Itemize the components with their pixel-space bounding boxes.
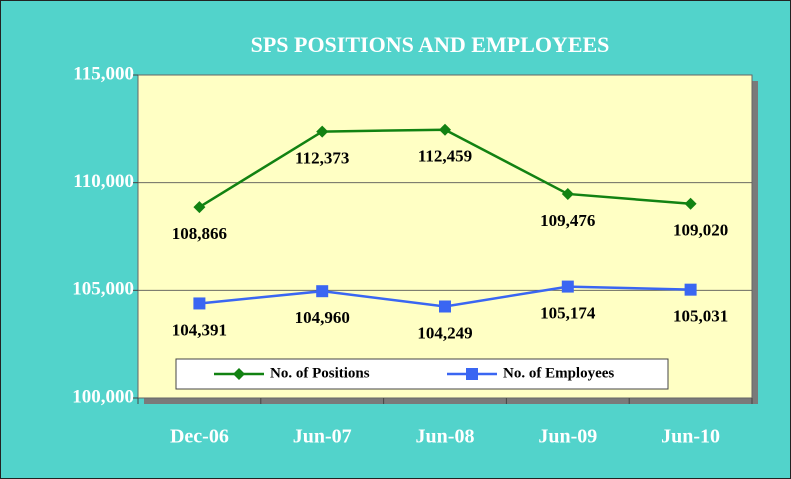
legend-label: No. of Employees (503, 365, 614, 381)
x-tick-label: Jun-10 (661, 426, 720, 448)
marker (684, 197, 697, 210)
marker (233, 368, 245, 380)
x-tick-label: Jun-09 (538, 426, 597, 448)
marker (684, 283, 697, 296)
data-label: 112,373 (295, 148, 349, 167)
data-label: 104,960 (295, 308, 350, 327)
x-tick-label: Dec-06 (170, 426, 229, 448)
data-label: 104,391 (172, 320, 227, 339)
data-label: 109,020 (673, 221, 728, 240)
x-tick-label: Jun-07 (293, 426, 352, 448)
x-tick-label: Jun-08 (416, 426, 475, 448)
data-label: 112,459 (418, 147, 472, 166)
marker (561, 187, 574, 200)
data-label: 108,866 (172, 224, 227, 243)
data-label: 109,476 (540, 211, 595, 230)
marker (439, 123, 451, 136)
marker (316, 125, 329, 138)
marker (466, 368, 478, 380)
legend-label: No. of Positions (270, 365, 370, 381)
data-label: 104,249 (417, 323, 472, 342)
data-label: 105,174 (540, 303, 596, 322)
plot-area (137, 74, 753, 399)
y-tick-label: 110,000 (73, 171, 134, 192)
y-tick-label: 100,000 (72, 386, 134, 407)
data-label: 105,031 (673, 307, 728, 326)
marker (439, 300, 451, 313)
marker (316, 285, 329, 298)
y-tick-label: 115,000 (73, 63, 134, 84)
marker (193, 201, 206, 214)
chart-title: SPS POSITIONS AND EMPLOYEES (251, 32, 610, 57)
marker (193, 297, 206, 310)
y-tick-label: 105,000 (72, 279, 134, 300)
marker (561, 280, 574, 293)
